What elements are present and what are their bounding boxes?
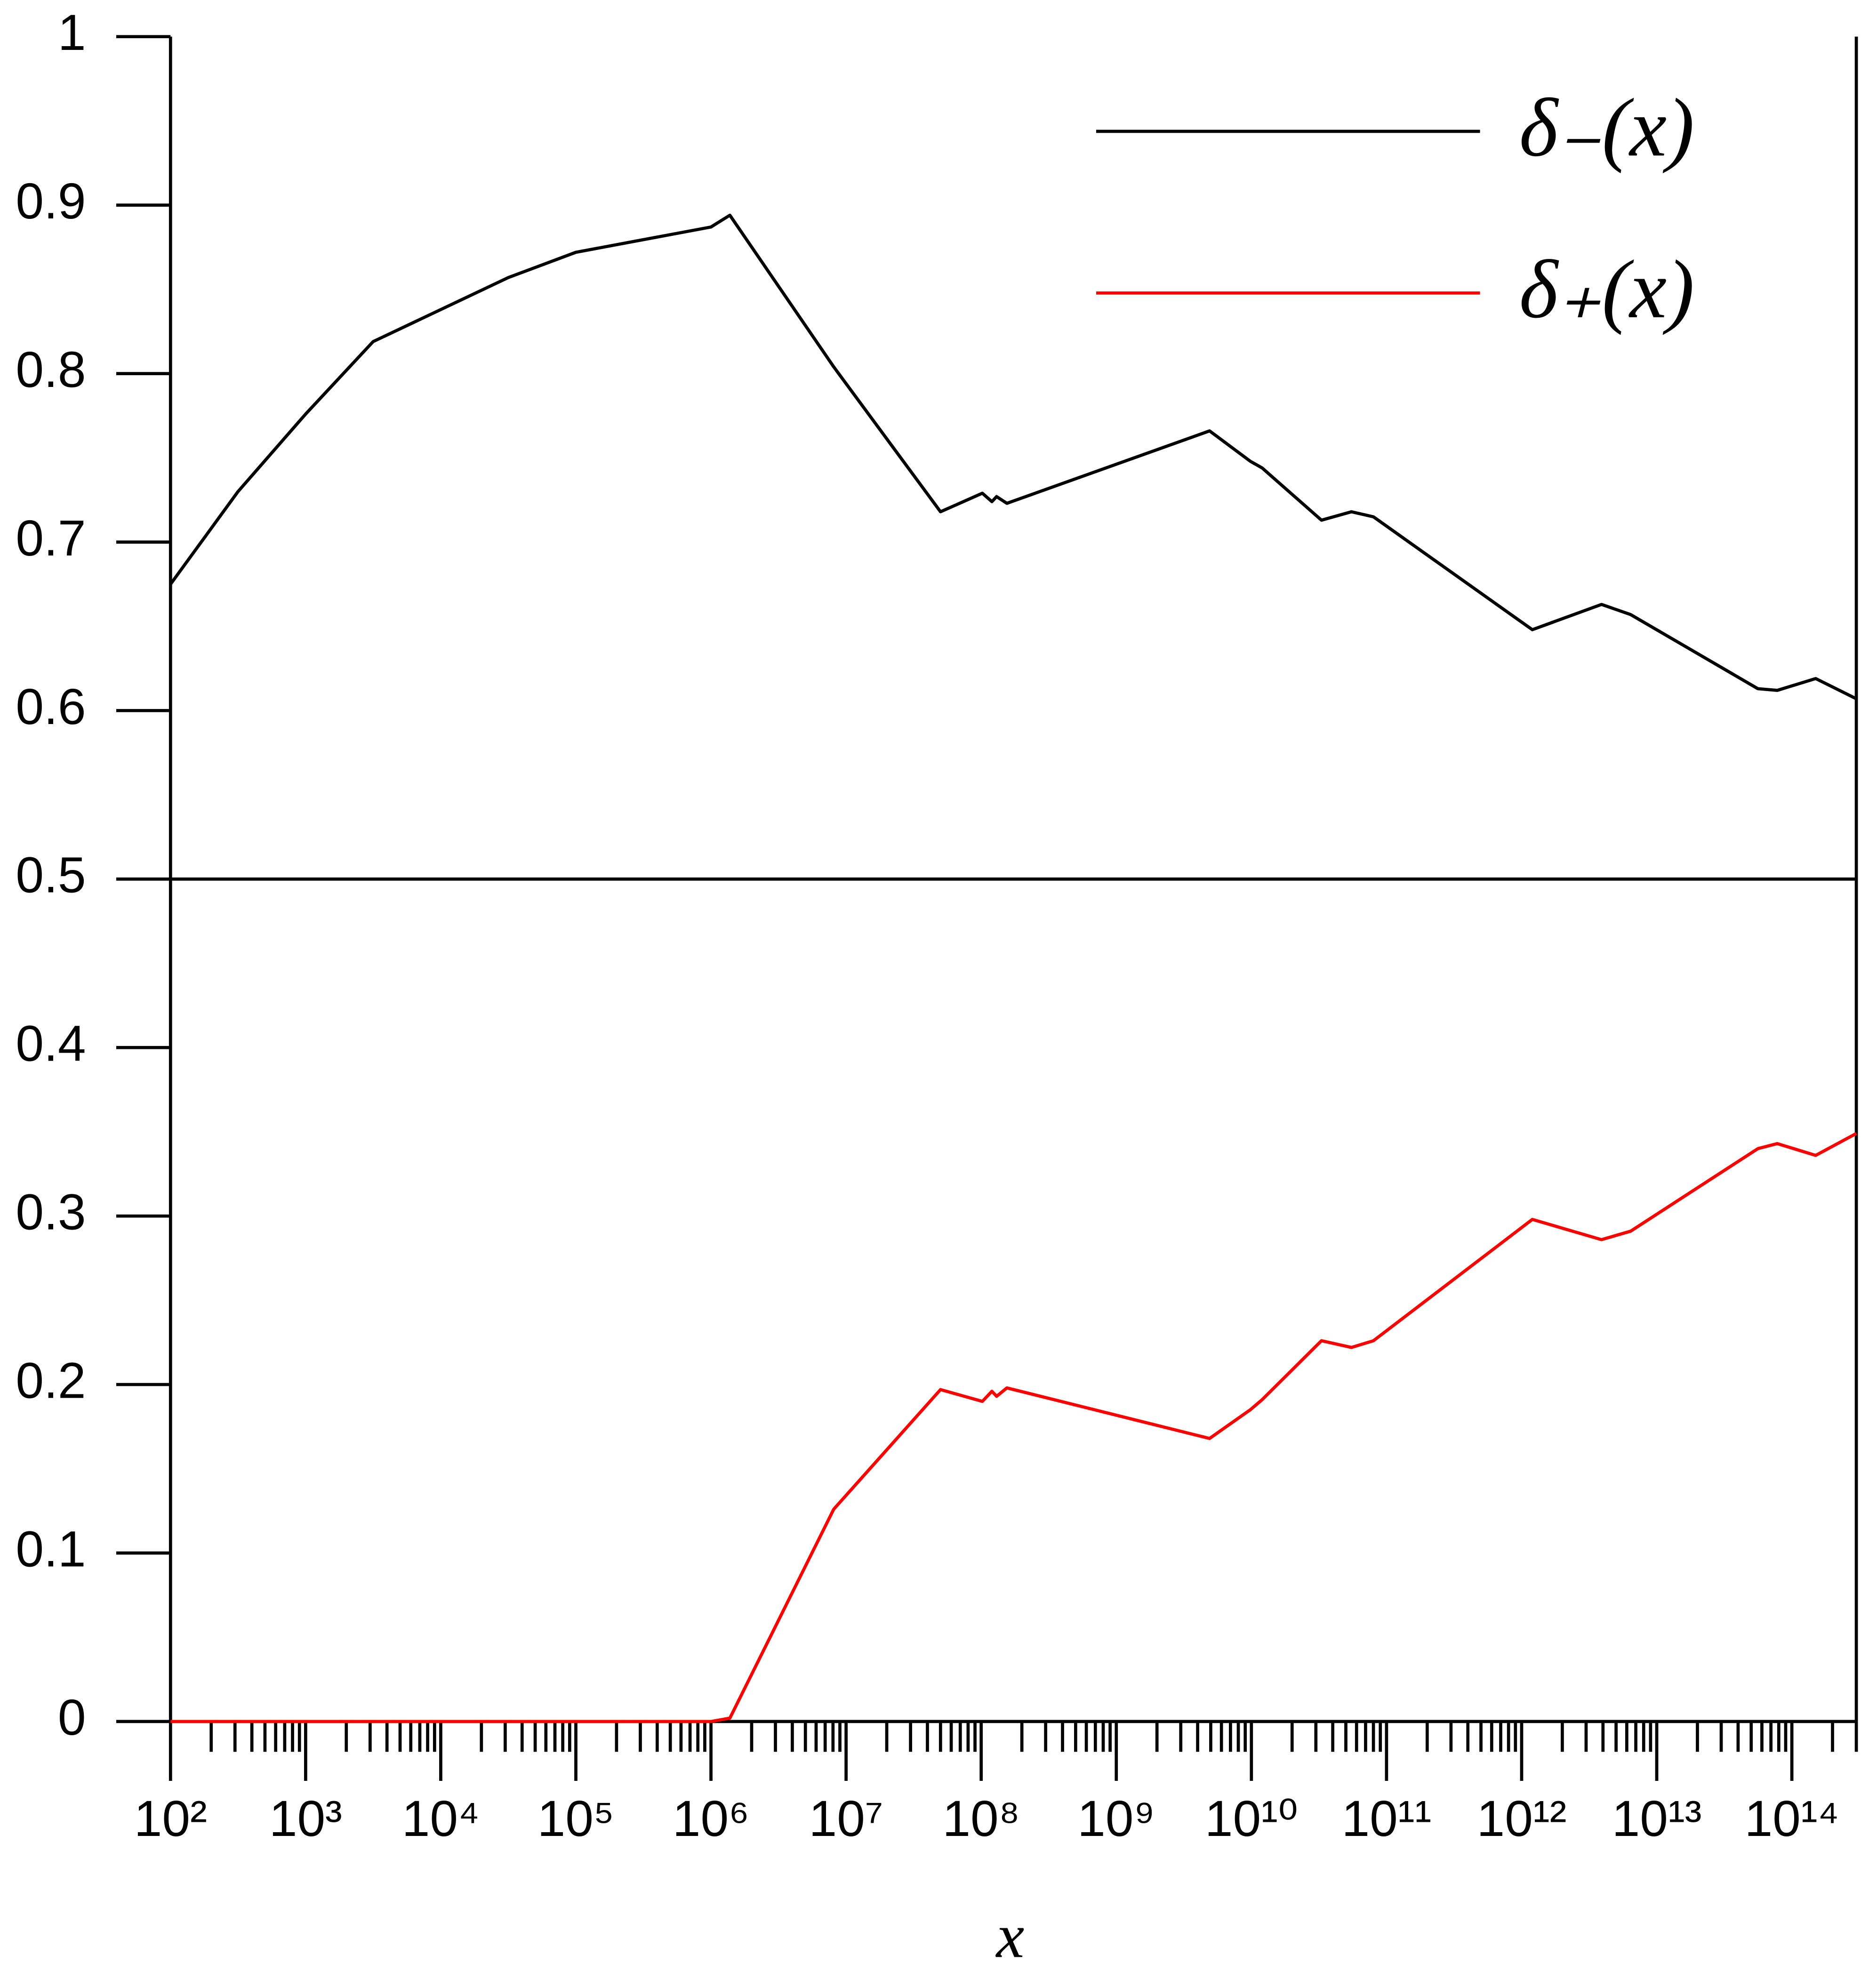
y-tick-label: 0.9 xyxy=(16,173,86,229)
x-tick-label: 10¹¹ xyxy=(1341,1790,1431,1847)
x-tick-label: 10⁵ xyxy=(537,1790,615,1847)
y-tick-label: 1 xyxy=(58,4,86,61)
y-tick-label: 0.6 xyxy=(16,678,86,735)
x-tick-label: 10¹⁴ xyxy=(1745,1790,1839,1847)
x-tick-label: 10⁹ xyxy=(1077,1790,1155,1847)
y-tick-label: 0.7 xyxy=(16,510,86,566)
x-axis-label: x xyxy=(995,1901,1025,1971)
x-tick-label: 10⁴ xyxy=(402,1790,480,1847)
x-tick-label: 10² xyxy=(134,1790,207,1847)
x-tick-label: 10⁸ xyxy=(942,1790,1020,1847)
y-tick-label: 0.2 xyxy=(16,1352,86,1409)
x-tick-label: 10³ xyxy=(269,1790,342,1847)
x-tick-label: 10⁶ xyxy=(673,1790,750,1847)
x-tick-label: 10¹³ xyxy=(1612,1790,1702,1847)
series-line xyxy=(169,213,1857,700)
y-tick-label: 0.1 xyxy=(16,1521,86,1577)
x-tick-label: 10¹² xyxy=(1477,1790,1567,1847)
legend-label: δ₊(x) xyxy=(1519,243,1694,336)
series-line xyxy=(170,1132,1857,1723)
x-tick-label: 10¹⁰ xyxy=(1205,1790,1298,1847)
x-tick-label: 10⁷ xyxy=(809,1790,883,1847)
y-tick-label: 0.3 xyxy=(16,1184,86,1240)
y-tick-label: 0.8 xyxy=(16,341,86,398)
y-tick-label: 0.5 xyxy=(16,847,86,903)
legend-label: δ₋(x) xyxy=(1519,81,1694,174)
y-tick-label: 0 xyxy=(58,1689,86,1746)
y-tick-label: 0.4 xyxy=(16,1015,86,1072)
